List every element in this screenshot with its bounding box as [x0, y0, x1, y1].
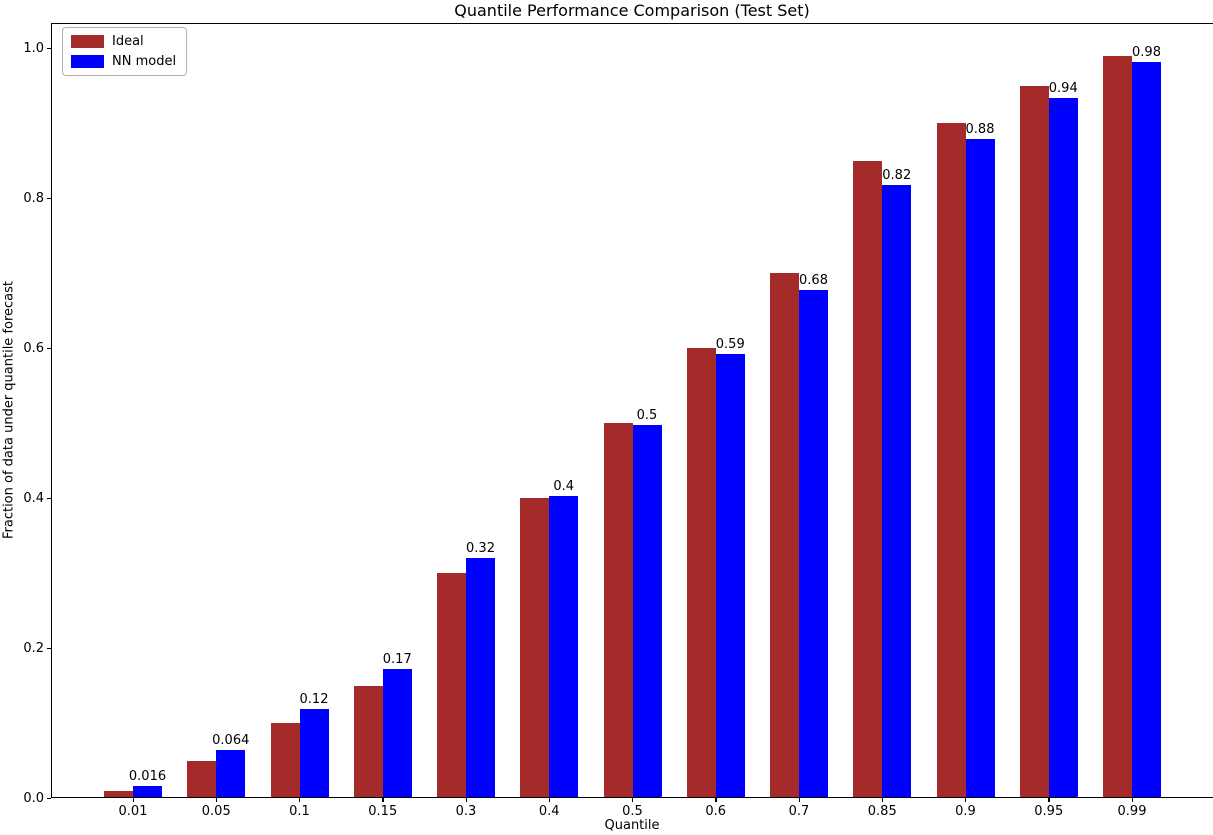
bar-nn-model	[216, 750, 246, 798]
bar-nn-model	[965, 138, 995, 798]
x-tick	[299, 798, 301, 802]
legend-swatch-nn-model	[71, 55, 104, 68]
bar-nn-model	[382, 669, 412, 798]
chart-title: Quantile Performance Comparison (Test Se…	[454, 1, 810, 20]
y-tick	[47, 797, 51, 799]
x-tick	[965, 798, 967, 802]
legend-entry-ideal: Ideal	[71, 34, 176, 49]
y-tick-label: 0.8	[23, 190, 44, 206]
bar-value-label: 0.94	[1048, 81, 1078, 97]
y-tick-label: 0.4	[23, 490, 44, 506]
bar-value-label: 0.59	[715, 337, 745, 352]
x-tick-label: 0.15	[368, 804, 398, 819]
legend-label-ideal: Ideal	[112, 34, 144, 49]
x-tick	[132, 798, 134, 802]
x-tick-label: 0.5	[622, 804, 643, 819]
x-tick-label: 0.9	[955, 804, 976, 819]
bar-nn-model	[549, 495, 579, 798]
bar-nn-model	[133, 786, 162, 798]
x-tick-label: 0.99	[1117, 804, 1147, 819]
bar-value-label: 0.68	[799, 273, 828, 289]
x-tick-label: 0.4	[538, 804, 560, 819]
bar-nn-model	[1048, 98, 1078, 798]
bar-value-label: 0.32	[466, 541, 495, 556]
x-tick	[548, 798, 551, 802]
bar-ideal	[437, 573, 466, 798]
bar-ideal	[187, 760, 217, 798]
bar-ideal	[686, 348, 716, 798]
y-tick	[47, 347, 51, 349]
x-tick-label: 0.01	[118, 804, 148, 819]
legend-swatch-ideal	[71, 35, 104, 48]
axis-spine-left	[51, 23, 53, 798]
axis-spine-top	[51, 23, 1213, 25]
x-tick-label: 0.7	[788, 804, 810, 819]
x-tick	[382, 798, 384, 802]
x-axis-label: Quantile	[604, 818, 660, 833]
bar-ideal	[520, 498, 550, 798]
y-tick-label: 0.6	[23, 340, 44, 356]
bar-nn-model	[632, 425, 662, 798]
bar-nn-model	[466, 558, 495, 798]
x-tick-label: 0.3	[455, 804, 477, 819]
x-tick	[1131, 798, 1133, 802]
bar-ideal	[104, 790, 133, 798]
bar-value-label: 0.98	[1132, 45, 1161, 61]
y-axis-label: Fraction of data under quantile forecast	[1, 280, 17, 540]
bar-ideal	[770, 273, 799, 798]
x-tick-label: 0.85	[867, 804, 897, 819]
y-tick	[47, 647, 51, 649]
y-tick	[47, 497, 51, 499]
bar-nn-model	[799, 290, 828, 798]
bar-nn-model	[299, 708, 329, 798]
bar-ideal	[1103, 55, 1132, 798]
x-tick	[798, 798, 800, 802]
x-tick	[632, 798, 634, 802]
bar-ideal	[936, 123, 966, 798]
axis-spine-bottom	[51, 797, 1213, 799]
legend-label-nn-model: NN model	[112, 54, 177, 69]
x-tick	[881, 798, 884, 802]
x-tick	[1048, 798, 1050, 802]
x-tick	[215, 798, 218, 802]
bar-nn-model	[715, 354, 745, 798]
x-tick-label: 0.6	[705, 804, 727, 819]
bar-nn-model	[1132, 62, 1161, 798]
bar-value-label: 0.064	[212, 733, 250, 748]
y-tick	[47, 47, 51, 49]
y-tick-label: 0.2	[23, 640, 44, 656]
x-tick	[465, 798, 467, 802]
bar-ideal	[853, 160, 883, 798]
bar-value-label: 0.12	[299, 691, 329, 707]
bar-nn-model	[882, 185, 912, 798]
bar-ideal	[603, 423, 633, 798]
bar-value-label: 0.17	[382, 652, 412, 667]
y-tick	[47, 197, 51, 199]
legend: Ideal NN model	[62, 27, 188, 76]
x-tick-label: 0.1	[289, 804, 310, 819]
bar-value-label: 0.82	[882, 168, 912, 184]
x-tick-label: 0.95	[1034, 804, 1064, 819]
bar-value-label: 0.016	[128, 769, 167, 784]
bar-value-label: 0.4	[553, 478, 575, 494]
legend-entry-nn-model: NN model	[71, 54, 176, 69]
bar-value-label: 0.88	[965, 121, 995, 137]
bar-ideal	[1019, 85, 1049, 798]
x-tick-label: 0.05	[201, 804, 231, 819]
plot-area	[51, 23, 1213, 798]
bar-value-label: 0.5	[636, 408, 658, 424]
y-tick-label: 0.0	[23, 790, 44, 806]
bar-ideal	[270, 723, 300, 798]
bar-ideal	[353, 685, 383, 798]
x-tick	[715, 798, 717, 802]
y-tick-label: 1.0	[23, 40, 44, 56]
